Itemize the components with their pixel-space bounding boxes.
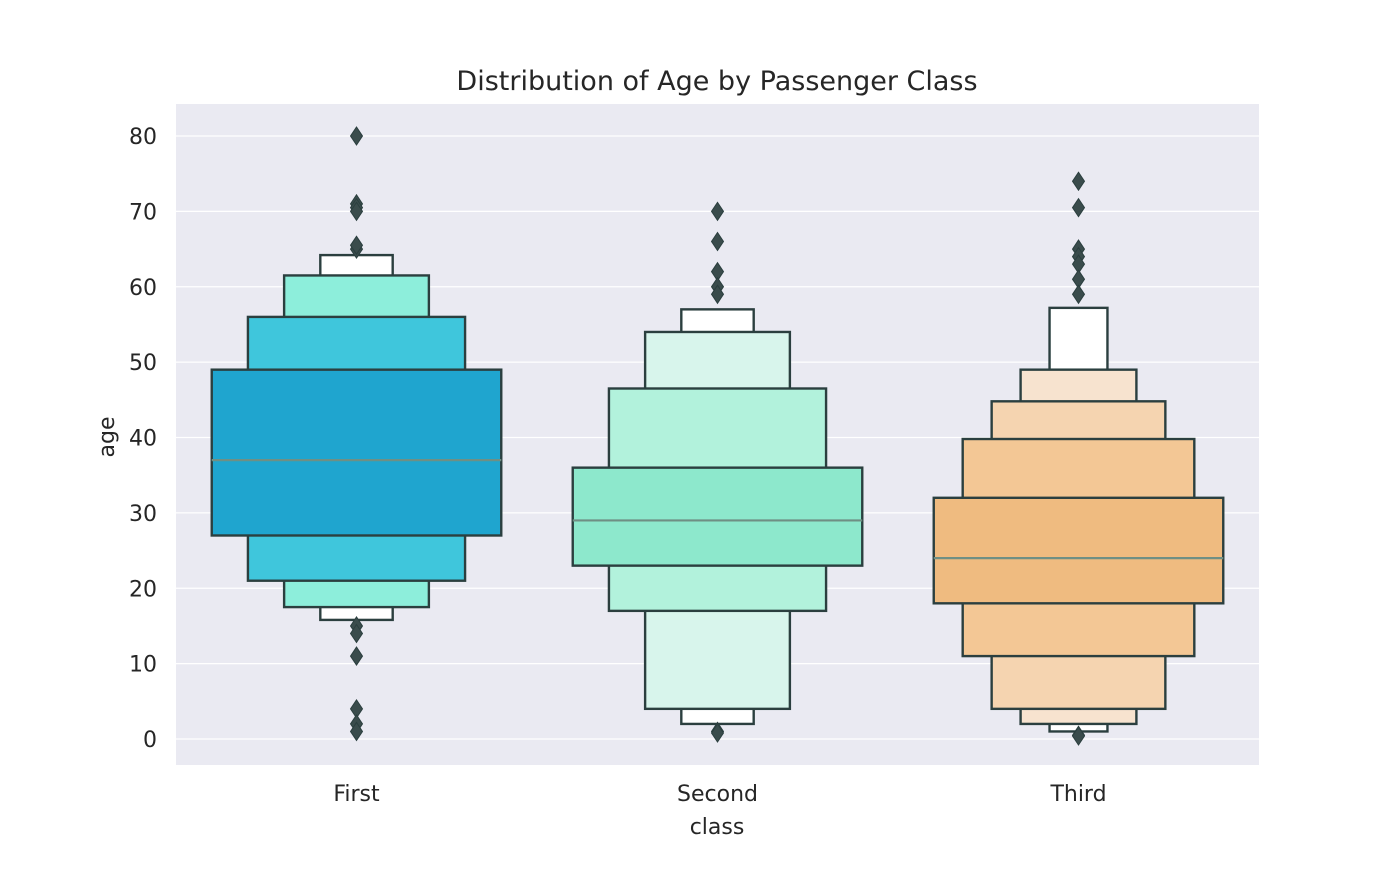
outlier-point	[1071, 197, 1086, 218]
x-tick-label-first: First	[333, 782, 380, 807]
y-tick-label-30: 30	[129, 502, 157, 527]
outlier-point	[1071, 726, 1086, 746]
y-tick-label-40: 40	[129, 427, 157, 452]
boxen-first	[210, 126, 503, 742]
x-tick-label-third: Third	[1049, 782, 1106, 807]
y-tick-label-70: 70	[129, 200, 157, 225]
y-tick-label-0: 0	[143, 728, 157, 753]
y-tick-label-50: 50	[129, 351, 157, 376]
boxen-second	[571, 201, 864, 743]
y-axis-label: age	[95, 417, 120, 458]
outlier-point	[349, 201, 364, 222]
outlier-point	[710, 201, 725, 222]
outlier-point	[349, 646, 364, 666]
x-tick-label-second: Second	[677, 782, 758, 807]
boxen-third	[932, 171, 1225, 746]
outlier-point	[349, 721, 364, 742]
box-level-1	[932, 496, 1225, 605]
outlier-point	[1071, 284, 1086, 305]
outlier-point	[710, 231, 725, 252]
y-tick-label-20: 20	[129, 577, 157, 602]
chart-title: Distribution of Age by Passenger Class	[456, 66, 977, 97]
outlier-point	[349, 235, 364, 256]
outlier-point	[349, 623, 364, 644]
boxes	[210, 126, 1225, 746]
y-tick-label-80: 80	[129, 125, 157, 150]
box-level-1	[210, 368, 503, 537]
x-axis-label: class	[690, 815, 745, 840]
y-tick-label-10: 10	[129, 653, 157, 678]
outlier-point	[349, 126, 364, 146]
outlier-point	[1071, 171, 1086, 192]
outlier-point	[710, 723, 725, 743]
outlier-point	[710, 284, 725, 305]
y-tick-label-60: 60	[129, 276, 157, 301]
box-level-1	[571, 466, 864, 567]
ticks: 0 10 20 30 40 50 60 70 80 First Second Third	[129, 125, 1107, 807]
